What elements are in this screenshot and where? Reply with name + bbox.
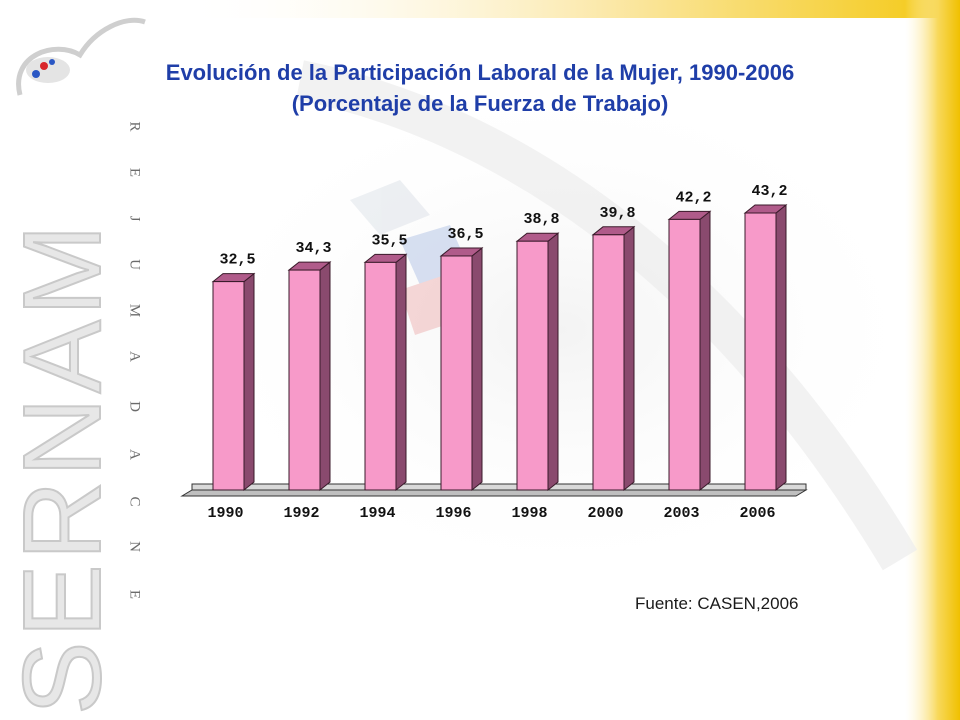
bar <box>212 281 245 491</box>
data-label: 43,2 <box>751 183 787 200</box>
source-note: Fuente: CASEN,2006 <box>635 594 799 613</box>
data-label: 39,8 <box>599 205 635 222</box>
bar-side <box>243 272 255 492</box>
bar-side <box>699 210 711 492</box>
data-label: 32,5 <box>219 252 255 269</box>
data-label: 35,5 <box>371 232 407 249</box>
bar-side <box>471 246 483 492</box>
x-tick-label: 2000 <box>587 505 623 522</box>
bar-side <box>319 261 331 492</box>
bar <box>744 212 777 491</box>
x-tick-label: 2003 <box>663 505 699 522</box>
data-label: 38,8 <box>523 211 559 228</box>
x-tick-label: 1994 <box>359 505 395 522</box>
x-tick-label: 1992 <box>283 505 319 522</box>
data-label: 36,5 <box>447 226 483 243</box>
bar-side <box>395 253 407 492</box>
bar-side <box>775 203 787 492</box>
bar <box>592 234 625 491</box>
data-label: 34,3 <box>295 240 331 257</box>
logo-icon <box>16 17 146 96</box>
bar <box>516 240 549 491</box>
top-color-band <box>180 0 960 18</box>
chart-subtitle: (Porcentaje de la Fuerza de Trabajo) <box>291 91 669 116</box>
bar <box>288 269 321 491</box>
chart-title: Evolución de la Participación Laboral de… <box>165 60 795 85</box>
x-axis-floor <box>180 489 808 497</box>
bar <box>440 255 473 491</box>
bar <box>364 261 397 491</box>
x-tick-label: 1996 <box>435 505 471 522</box>
x-tick-label: 2006 <box>739 505 775 522</box>
data-label: 42,2 <box>675 189 711 206</box>
bar-side <box>547 232 559 492</box>
background-arc <box>296 60 918 571</box>
bar-side <box>623 225 635 492</box>
x-axis-floor-top <box>191 483 807 491</box>
x-tick-label: 1990 <box>207 505 243 522</box>
logo-wordmark: SERNAM <box>1 220 124 715</box>
bar <box>668 218 701 491</box>
x-tick-label: 1998 <box>511 505 547 522</box>
